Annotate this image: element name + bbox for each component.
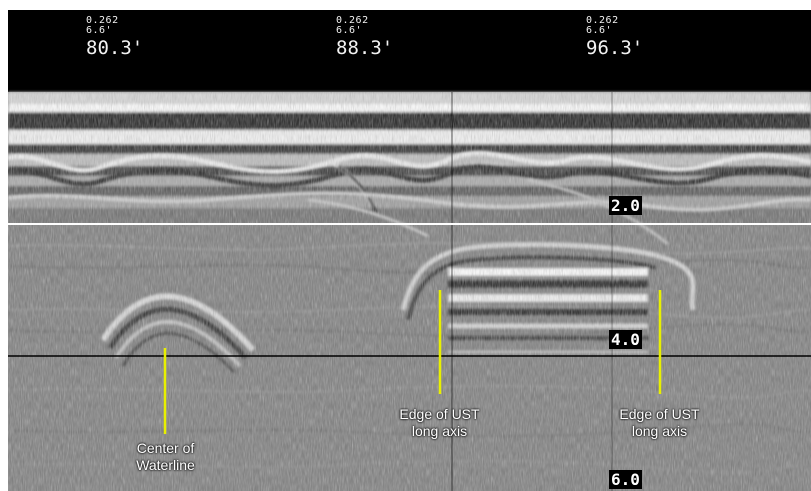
marker-2-distance: 88.3' [336, 37, 394, 59]
depth-label-4: 4.0 [609, 330, 642, 349]
marker-traces [451, 92, 613, 491]
annotation-ust-edge-right-line1: Edge of UST [619, 406, 700, 422]
marker-3-line1: 0.262 [586, 15, 619, 26]
marker-2-line2: 6.6' [336, 25, 363, 36]
annotation-ust-edge-right: Edge of UST long axis [602, 406, 717, 440]
marker-1-line2: 6.6' [86, 25, 113, 36]
annotation-waterline-line2: Waterline [136, 457, 195, 473]
annotation-waterline-line1: Center of [136, 440, 195, 456]
radargram: 0.262 6.6' 80.3' 0.262 6.6' 88.3' 0.262 … [8, 10, 811, 491]
marker-1: 0.262 6.6' 80.3' [86, 16, 143, 58]
annotation-waterline: Center of Waterline [108, 440, 223, 474]
annotation-ust-edge-left-line1: Edge of UST [399, 406, 480, 422]
marker-3-line2: 6.6' [586, 25, 613, 36]
annotation-ust-edge-right-line2: long axis [631, 423, 688, 439]
noise-overlay [8, 92, 811, 491]
marker-2-line1: 0.262 [336, 15, 369, 26]
depth-label-2: 2.0 [609, 196, 642, 215]
radargram-image [8, 10, 811, 491]
header-band [8, 10, 811, 92]
marker-1-line1: 0.262 [86, 15, 119, 26]
marker-3-distance: 96.3' [586, 37, 644, 59]
depth-label-6: 6.0 [609, 470, 642, 489]
annotation-ust-edge-left-line2: long axis [411, 423, 468, 439]
annotation-ust-edge-left: Edge of UST long axis [382, 406, 497, 440]
marker-1-distance: 80.3' [86, 37, 144, 59]
marker-2: 0.262 6.6' 88.3' [336, 16, 393, 58]
marker-3: 0.262 6.6' 96.3' [586, 16, 643, 58]
